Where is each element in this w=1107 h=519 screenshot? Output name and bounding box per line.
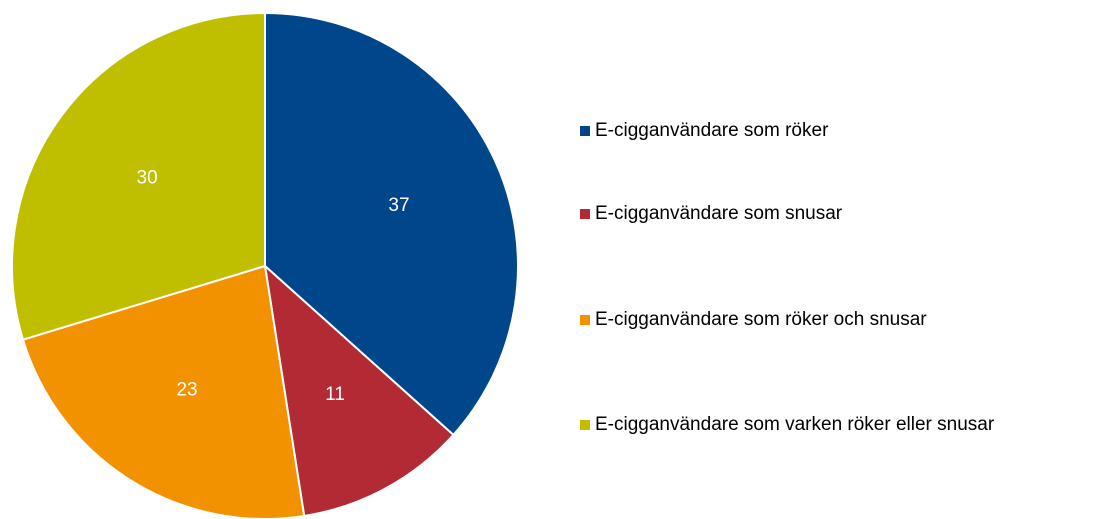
pie-slice <box>264 11 519 437</box>
pie-slice <box>11 11 266 341</box>
pie-slice <box>263 263 455 518</box>
data-label: 37 <box>388 195 409 216</box>
legend-label: E-cigganvändare som snusar <box>595 203 843 224</box>
data-label: 23 <box>176 379 197 400</box>
legend-swatch <box>580 209 590 219</box>
legend-swatch <box>580 315 590 325</box>
legend-label: E-cigganvändare som varken röker eller s… <box>595 414 995 435</box>
data-label: 30 <box>137 168 158 189</box>
legend-swatch <box>580 126 590 136</box>
legend-label: E-cigganvändare som röker och snusar <box>595 309 927 330</box>
legend-label: E-cigganvändare som röker <box>595 120 829 141</box>
data-label: 11 <box>325 384 345 405</box>
legend-swatch <box>580 420 590 430</box>
